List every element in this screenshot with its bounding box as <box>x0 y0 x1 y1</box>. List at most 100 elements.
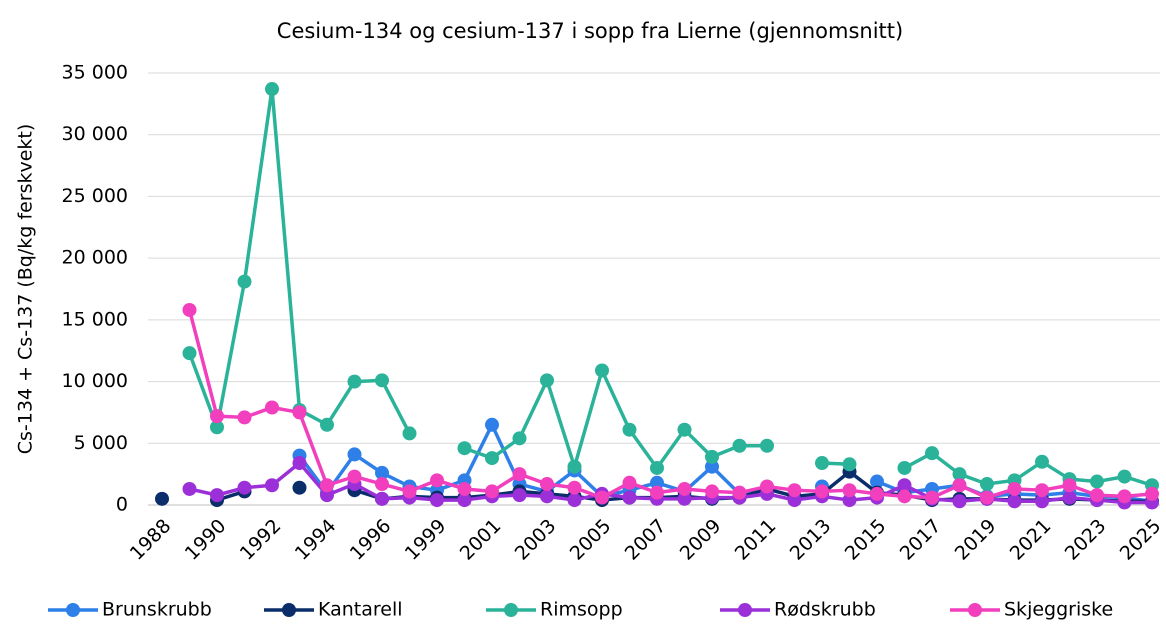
series-line <box>463 368 767 470</box>
data-point <box>567 459 582 474</box>
data-point <box>567 493 582 508</box>
data-point <box>182 346 197 361</box>
series-line <box>298 423 768 499</box>
data-point <box>705 449 719 464</box>
data-point <box>980 477 994 492</box>
data-point <box>1117 469 1132 484</box>
data-point <box>952 467 967 482</box>
data-point <box>292 480 307 495</box>
x-tick-label: 2023 <box>1061 515 1111 565</box>
data-point <box>952 494 967 509</box>
data-point <box>375 373 389 388</box>
legend-marker <box>282 603 296 617</box>
data-point <box>210 488 224 503</box>
data-point <box>265 400 279 415</box>
data-point <box>155 491 169 506</box>
y-tick-label: 0 <box>116 494 128 516</box>
data-point <box>1007 481 1022 496</box>
data-point <box>347 469 362 484</box>
data-point <box>1035 483 1049 498</box>
x-tick-label: 2017 <box>896 515 946 565</box>
data-point <box>842 493 857 508</box>
x-tick-label: 1996 <box>346 515 396 565</box>
data-point <box>787 483 802 498</box>
data-point <box>925 490 939 505</box>
data-point <box>430 473 444 488</box>
data-point <box>677 422 692 437</box>
x-tick-label: 2009 <box>676 515 726 565</box>
data-point <box>457 481 472 496</box>
x-tick-label: 2013 <box>786 515 836 565</box>
data-point <box>485 417 499 432</box>
x-tick-label: 2019 <box>951 515 1001 565</box>
legend-marker <box>738 603 752 617</box>
y-tick-label: 20 000 <box>62 247 128 269</box>
data-point <box>732 485 747 500</box>
y-tick-label: 30 000 <box>62 123 128 145</box>
x-tick-label: 2021 <box>1006 515 1056 565</box>
x-tick-label: 1992 <box>236 515 286 565</box>
data-point <box>402 426 417 441</box>
legend-label: Skjeggriske <box>1004 599 1113 621</box>
x-tick-label: 2001 <box>456 515 506 565</box>
data-point <box>485 484 499 499</box>
data-point <box>897 460 912 475</box>
data-point <box>485 451 499 466</box>
legend-label: Rimsopp <box>540 599 623 621</box>
data-point <box>650 485 664 500</box>
data-point <box>925 446 939 461</box>
data-point <box>1035 454 1049 469</box>
legend-marker <box>504 603 518 617</box>
data-point <box>320 417 334 432</box>
data-point <box>457 493 472 508</box>
series-line <box>903 451 1153 487</box>
data-point <box>650 475 664 490</box>
data-point <box>320 488 334 503</box>
data-point <box>842 457 857 472</box>
data-point <box>237 480 252 495</box>
series-line <box>187 309 1153 500</box>
data-point <box>1062 490 1077 505</box>
data-point <box>897 478 912 493</box>
y-tick-label: 5 000 <box>74 432 128 454</box>
data-point <box>760 479 774 494</box>
x-tick-label: 1990 <box>181 515 231 565</box>
data-point <box>760 438 774 453</box>
legend-label: Kantarell <box>318 599 403 621</box>
x-tick-label: 2005 <box>566 515 616 565</box>
data-point <box>182 302 197 317</box>
data-point <box>870 486 884 501</box>
data-point <box>595 490 609 505</box>
x-tick-label: 2025 <box>1116 515 1166 565</box>
data-point <box>210 420 224 435</box>
chart-title: Cesium-134 og cesium-137 i sopp fra Lier… <box>277 19 903 43</box>
data-point <box>347 447 362 462</box>
data-point <box>1007 494 1022 509</box>
data-point <box>980 490 994 505</box>
data-point <box>457 441 472 456</box>
data-point <box>567 480 582 495</box>
data-point <box>292 405 307 420</box>
legend-marker <box>968 603 982 617</box>
data-point <box>1090 488 1104 503</box>
data-point <box>622 490 637 505</box>
data-point <box>622 475 637 490</box>
legend-label: Brunskrubb <box>102 599 212 621</box>
data-point <box>677 491 692 506</box>
x-tick-label: 2015 <box>841 515 891 565</box>
y-tick-label: 10 000 <box>62 370 128 392</box>
x-tick-label: 1994 <box>291 515 341 565</box>
legend-marker <box>66 603 80 617</box>
data-point <box>540 489 554 504</box>
data-point <box>595 363 609 378</box>
data-point <box>375 465 389 480</box>
data-point <box>870 474 884 489</box>
y-axis-title: Cs-134 + Cs-137 (Bq/kg ferskvekt) <box>15 124 37 455</box>
data-point <box>430 493 444 508</box>
x-tick-label: 2011 <box>731 515 781 565</box>
data-point <box>512 488 527 503</box>
y-tick-label: 25 000 <box>62 185 128 207</box>
y-tick-label: 35 000 <box>62 62 128 84</box>
data-point <box>182 481 197 496</box>
